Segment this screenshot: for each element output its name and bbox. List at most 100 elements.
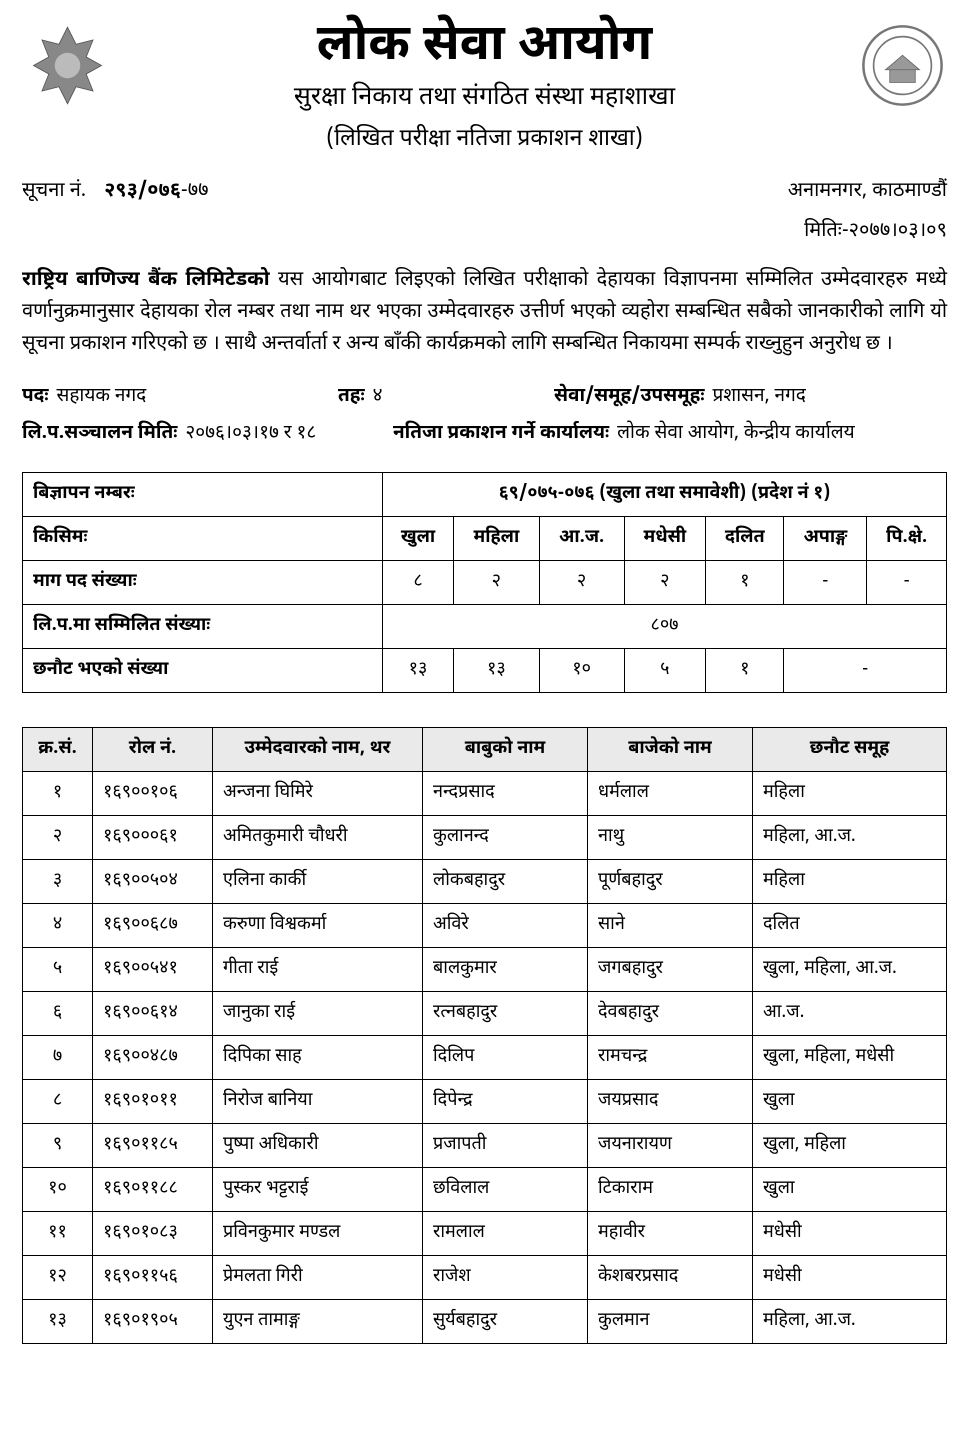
cell-name: अन्जना घिमिरे [213, 772, 423, 816]
demand-label: माग पद संख्याः [23, 561, 383, 605]
cell-roll: १६९०११८५ [93, 1124, 213, 1168]
cell-grand: धर्मलाल [588, 772, 753, 816]
cell-sn: ९ [23, 1124, 93, 1168]
cell-sn: १० [23, 1168, 93, 1212]
cell-grand: कुलमान [588, 1300, 753, 1344]
cell-grand: जगबहादुर [588, 948, 753, 992]
cell-roll: १६९००१०६ [93, 772, 213, 816]
cell-father: बालकुमार [423, 948, 588, 992]
cell-grand: टिकाराम [588, 1168, 753, 1212]
notice-line: सूचना नं. २९३/०७६-७७ अनामनगर, काठमाण्डौं [22, 177, 947, 207]
office-label: नतिजा प्रकाशन गर्ने कार्यालयः [393, 420, 609, 449]
attended-row: लि.प.मा सम्मिलित संख्याः ८०७ [23, 605, 947, 649]
cell-roll: १६९०१०११ [93, 1080, 213, 1124]
subtitle-1: सुरक्षा निकाय तथा संगठित संस्था महाशाखा [132, 81, 837, 119]
type-label: किसिमः [23, 517, 383, 561]
demand-6: - [867, 561, 947, 605]
type-0: खुला [383, 517, 454, 561]
col-sn: क्र.सं. [23, 728, 93, 772]
post-value: सहायक नगद [57, 383, 147, 412]
cell-father: दिपेन्द्र [423, 1080, 588, 1124]
cell-grand: पूर्णबहादुर [588, 860, 753, 904]
cell-sn: १३ [23, 1300, 93, 1344]
attended-label: लि.प.मा सम्मिलित संख्याः [23, 605, 383, 649]
selected-1: १३ [454, 649, 540, 693]
cell-grand: नाथु [588, 816, 753, 860]
table-row: ५१६९००५४१गीता राईबालकुमारजगबहादुरखुला, म… [23, 948, 947, 992]
level-field: तहः ४ [338, 383, 538, 412]
selected-0: १३ [383, 649, 454, 693]
cell-name: प्रेमलता गिरी [213, 1256, 423, 1300]
type-4: दलित [706, 517, 784, 561]
col-father: बाबुको नाम [423, 728, 588, 772]
table-row: ६१६९००६१४जानुका राईरत्नबहादुरदेवबहादुरआ.… [23, 992, 947, 1036]
office-field: नतिजा प्रकाशन गर्ने कार्यालयः लोक सेवा आ… [393, 420, 947, 449]
demand-3: २ [624, 561, 706, 605]
cell-name: जानुका राई [213, 992, 423, 1036]
cell-group: मधेसी [753, 1212, 947, 1256]
org-title: लोक सेवा आयोग [132, 20, 837, 75]
cell-sn: ३ [23, 860, 93, 904]
level-value: ४ [373, 383, 383, 412]
cell-father: सुर्यबहादुर [423, 1300, 588, 1344]
post-label: पदः [22, 383, 49, 412]
date-label: मितिः- [804, 219, 849, 245]
cell-roll: १६९०११५६ [93, 1256, 213, 1300]
cell-sn: ४ [23, 904, 93, 948]
cell-group: दलित [753, 904, 947, 948]
psc-logo-icon [857, 20, 947, 110]
table-row: १११६९०१०८३प्रविनकुमार मण्डलरामलालमहावीरम… [23, 1212, 947, 1256]
results-header-row: क्र.सं. रोल नं. उम्मेदवारको नाम, थर बाबु… [23, 728, 947, 772]
cell-group: आ.ज. [753, 992, 947, 1036]
nepal-emblem-icon [22, 20, 112, 110]
cell-name: एलिना कार्की [213, 860, 423, 904]
demand-4: १ [706, 561, 784, 605]
demand-1: २ [454, 561, 540, 605]
col-group: छनौट समूह [753, 728, 947, 772]
office-value: लोक सेवा आयोग, केन्द्रीय कार्यालय [617, 420, 854, 449]
type-6: पि.क्षे. [867, 517, 947, 561]
cell-sn: १२ [23, 1256, 93, 1300]
cell-name: प्रविनकुमार मण्डल [213, 1212, 423, 1256]
notice-no-value: २९३/०७६-७७ [104, 177, 208, 207]
cell-group: खुला, महिला, आ.ज. [753, 948, 947, 992]
location-text: अनामनगर, काठमाण्डौं [788, 177, 947, 207]
selected-dash: - [784, 649, 947, 693]
table-row: ९१६९०११८५पुष्पा अधिकारीप्रजापतीजयनारायणख… [23, 1124, 947, 1168]
cell-name: करुणा विश्वकर्मा [213, 904, 423, 948]
cell-grand: रामचन्द्र [588, 1036, 753, 1080]
cell-father: नन्दप्रसाद [423, 772, 588, 816]
cell-roll: १६९०११८८ [93, 1168, 213, 1212]
cell-name: पुष्पा अधिकारी [213, 1124, 423, 1168]
table-row: ४१६९००६८७करुणा विश्वकर्माअविरेसानेदलित [23, 904, 947, 948]
attended-value: ८०७ [383, 605, 947, 649]
cell-roll: १६९०१०८३ [93, 1212, 213, 1256]
summary-table: बिज्ञापन नम्बरः ६९/०७५-०७६ (खुला तथा समा… [22, 472, 947, 693]
cell-father: रत्नबहादुर [423, 992, 588, 1036]
service-value: प्रशासन, नगद [712, 383, 805, 412]
demand-row: माग पद संख्याः ८ २ २ २ १ - - [23, 561, 947, 605]
table-row: ३१६९००५०४एलिना कार्कीलोकबहादुरपूर्णबहादु… [23, 860, 947, 904]
date-line: मितिः-२०७७।०३।०९ [22, 217, 947, 247]
cell-group: महिला [753, 772, 947, 816]
body-paragraph: राष्ट्रिय बाणिज्य बैंक लिमिटेडको यस आयोग… [22, 265, 947, 361]
table-row: ८१६९०१०११निरोज बानियादिपेन्द्रजयप्रसादखु… [23, 1080, 947, 1124]
cell-sn: ६ [23, 992, 93, 1036]
notice-no-label: सूचना नं. [22, 177, 86, 207]
notice-no-suffix: -७७ [181, 179, 209, 205]
cell-group: महिला, आ.ज. [753, 816, 947, 860]
cell-sn: १ [23, 772, 93, 816]
demand-5: - [784, 561, 867, 605]
cell-sn: २ [23, 816, 93, 860]
demand-0: ८ [383, 561, 454, 605]
cell-name: युएन तामाङ्ग [213, 1300, 423, 1344]
selected-3: ५ [624, 649, 706, 693]
cell-father: दिलिप [423, 1036, 588, 1080]
cell-grand: साने [588, 904, 753, 948]
cell-roll: १६९००६१४ [93, 992, 213, 1036]
cell-sn: ११ [23, 1212, 93, 1256]
cell-grand: महावीर [588, 1212, 753, 1256]
col-grand: बाजेको नाम [588, 728, 753, 772]
cell-name: पुस्कर भट्टराई [213, 1168, 423, 1212]
cell-name: दिपिका साह [213, 1036, 423, 1080]
